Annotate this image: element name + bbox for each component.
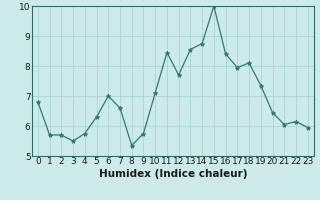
X-axis label: Humidex (Indice chaleur): Humidex (Indice chaleur) <box>99 169 247 179</box>
